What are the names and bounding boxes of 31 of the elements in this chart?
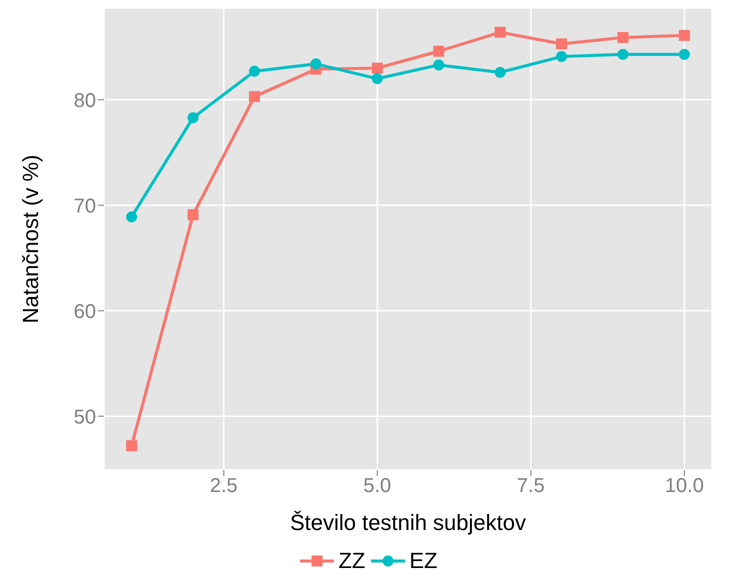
point <box>678 48 690 60</box>
x-tick-label: 5.0 <box>363 475 392 498</box>
point <box>188 209 199 220</box>
point <box>556 51 568 62</box>
x-tick-label: 7.5 <box>516 475 545 498</box>
legend-label: ZZ <box>337 548 366 574</box>
point <box>494 66 506 78</box>
point <box>617 48 628 60</box>
x-tick-label: 2.5 <box>210 475 238 498</box>
point <box>248 91 260 102</box>
point <box>372 62 383 74</box>
y-tick-label: 70 <box>74 195 96 218</box>
point <box>310 58 322 70</box>
point <box>494 26 506 38</box>
y-tick-label: 50 <box>74 406 96 428</box>
point <box>433 46 444 57</box>
point <box>433 59 444 70</box>
legend-label: EZ <box>408 548 438 574</box>
point <box>372 73 383 84</box>
x-tick-label: 10.0 <box>664 475 704 498</box>
x-axis-title: Število testnih subjektov <box>290 510 526 535</box>
y-axis-title: Natančnost (v %) <box>18 154 43 324</box>
point <box>126 211 138 222</box>
point <box>248 66 260 77</box>
y-tick-label: 80 <box>74 90 96 112</box>
point <box>678 30 690 41</box>
point <box>188 112 199 124</box>
point <box>126 440 138 452</box>
point <box>556 38 568 50</box>
y-tick-label: 60 <box>74 300 96 323</box>
point <box>617 32 628 44</box>
